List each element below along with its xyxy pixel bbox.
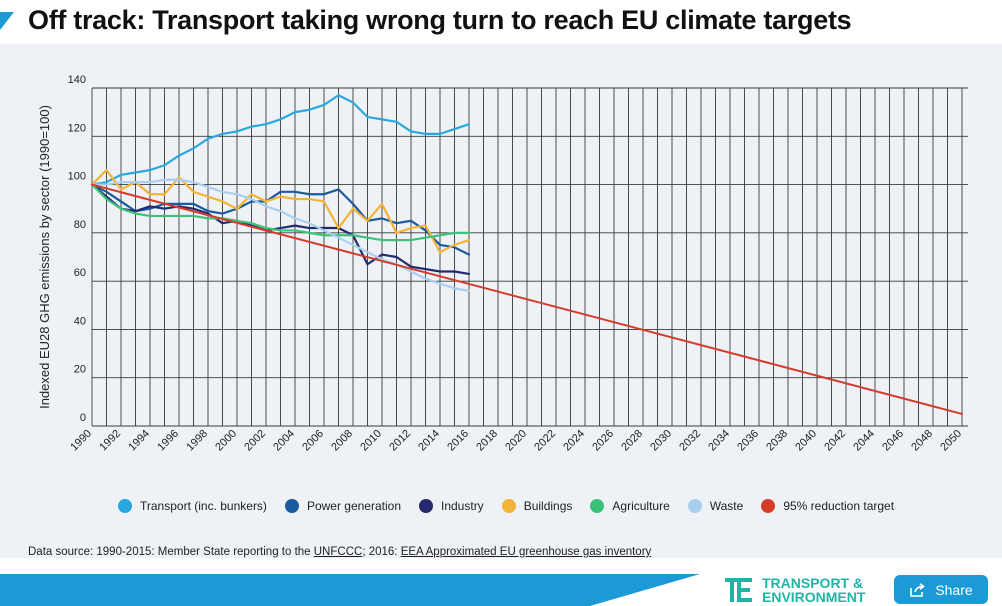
- x-tick-label: 2048: [909, 428, 935, 454]
- y-tick-label: 20: [74, 364, 86, 376]
- x-tick-label: 2002: [242, 428, 268, 454]
- x-tick-label: 2028: [619, 428, 645, 454]
- eea-inventory-link[interactable]: EEA Approximated EU greenhouse gas inven…: [400, 546, 652, 558]
- logo-text: TRANSPORT & ENVIRONMENT: [762, 576, 865, 604]
- series-line-industry: [90, 183, 471, 275]
- legend-item[interactable]: Buildings: [501, 499, 573, 513]
- legend-label: Buildings: [523, 499, 573, 513]
- x-tick-label: 2008: [329, 428, 355, 454]
- x-tick-label: 2046: [880, 428, 906, 454]
- x-tick-label: 2042: [822, 428, 848, 454]
- series-line-95-reduction-target: [91, 183, 963, 415]
- x-tick-label: 2006: [300, 428, 326, 454]
- x-tick-label: 2018: [474, 428, 500, 454]
- footer-slant-shape: [590, 574, 700, 606]
- share-label: Share: [935, 581, 973, 598]
- legend-item[interactable]: Agriculture: [590, 499, 670, 513]
- data-source: Data source: 1990-2015: Member State rep…: [28, 546, 651, 558]
- x-tick-label: 2024: [561, 428, 587, 454]
- legend-label: Waste: [709, 499, 744, 513]
- legend-label: Agriculture: [612, 499, 670, 513]
- series-line-agriculture: [90, 183, 471, 242]
- x-tick-label: 1990: [68, 428, 94, 454]
- share-icon: [910, 582, 926, 597]
- legend-item[interactable]: Industry: [419, 499, 484, 513]
- y-tick-label: 40: [74, 315, 86, 327]
- x-tick-label: 2016: [445, 428, 471, 454]
- legend: Transport (inc. bunkers) Power generation…: [118, 496, 912, 516]
- legend-marker: [118, 499, 132, 513]
- y-axis-label: Indexed EU28 GHG emissions by sector (19…: [37, 105, 52, 409]
- y-tick-label: 0: [80, 412, 86, 424]
- x-tick-label: 1992: [97, 428, 123, 454]
- x-tick-label: 2010: [358, 428, 384, 454]
- legend-item[interactable]: Waste: [687, 499, 744, 513]
- chart-area: 0 20 40 60 80 100 120 140 1990 1992 1994 1996 1998 20…: [0, 44, 1002, 558]
- x-tick-label: 2050: [938, 428, 964, 454]
- share-button[interactable]: Share: [894, 575, 988, 604]
- series-line-waste: [90, 178, 471, 292]
- unfccc-link[interactable]: UNFCCC: [313, 546, 363, 558]
- legend-marker: [590, 499, 605, 513]
- legend-label: Transport (inc. bunkers): [140, 499, 267, 513]
- x-tick-label: 2044: [851, 428, 877, 454]
- x-tick-label: 2038: [764, 428, 790, 454]
- x-tick-label: 2034: [706, 428, 732, 454]
- x-tick-label: 2022: [532, 428, 558, 454]
- x-tick-label: 1996: [155, 428, 181, 454]
- y-tick-label: 140: [68, 74, 86, 86]
- x-tick-label: 2030: [648, 428, 674, 454]
- legend-marker: [761, 499, 776, 513]
- x-tick-label: 1994: [126, 428, 152, 454]
- source-middle: ; 2016:: [362, 546, 401, 558]
- y-tick-label: 120: [68, 122, 86, 134]
- x-tick-label: 2026: [590, 428, 616, 454]
- x-tick-label: 2036: [735, 428, 761, 454]
- legend-label: 95% reduction target: [783, 499, 895, 513]
- chart-title: Off track: Transport taking wrong turn t…: [28, 5, 852, 35]
- legend-label: Industry: [441, 499, 484, 513]
- legend-item[interactable]: 95% reduction target: [761, 499, 894, 513]
- legend-marker: [687, 499, 702, 513]
- logo-line-2: ENVIRONMENT: [762, 589, 866, 605]
- legend-item[interactable]: Power generation: [284, 499, 401, 513]
- te-logo-icon: [725, 578, 752, 602]
- y-tick-label: 80: [74, 219, 86, 231]
- legend-marker: [501, 499, 516, 513]
- legend-label: Power generation: [306, 499, 401, 513]
- y-tick-label: 100: [68, 171, 86, 183]
- x-tick-label: 2032: [677, 428, 703, 454]
- title-accent-shape: [0, 12, 14, 30]
- x-tick-label: 2014: [416, 428, 442, 454]
- x-tick-label: 2040: [793, 428, 819, 454]
- title-bar: Off track: Transport taking wrong turn t…: [0, 0, 1002, 44]
- logo-line-1: TRANSPORT &: [762, 575, 864, 591]
- series-line-transport-inc-bunkers: [90, 94, 471, 186]
- x-tick-label: 2020: [503, 428, 529, 454]
- series-line-buildings: [90, 168, 471, 254]
- y-tick-label: 60: [74, 267, 86, 279]
- source-prefix: Data source: 1990-2015: Member State rep…: [28, 546, 314, 558]
- x-tick-label: 2004: [271, 428, 297, 454]
- legend-item[interactable]: Transport (inc. bunkers): [118, 499, 267, 513]
- x-tick-label: 1998: [184, 428, 210, 454]
- x-tick-label: 2012: [387, 428, 413, 454]
- transport-environment-logo[interactable]: TRANSPORT & ENVIRONMENT: [724, 574, 865, 606]
- x-tick-label: 2000: [213, 428, 239, 454]
- legend-marker: [284, 499, 299, 513]
- legend-marker: [419, 499, 433, 513]
